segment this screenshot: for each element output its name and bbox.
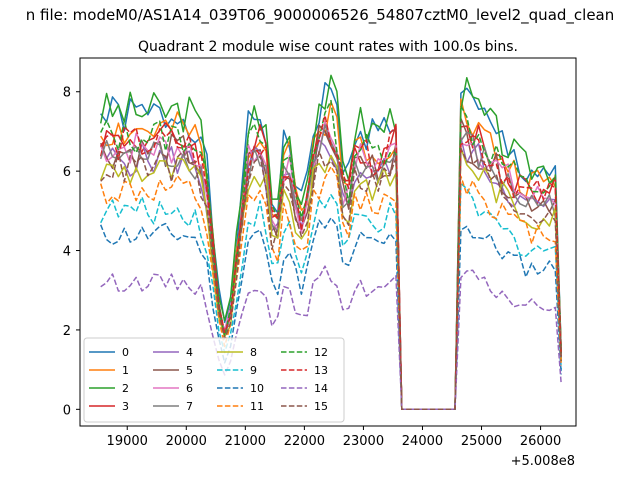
series-line-9 xyxy=(100,182,562,411)
chart-title: Quadrant 2 module wise count rates with … xyxy=(138,39,518,55)
x-tick-label: 24000 xyxy=(402,434,443,449)
x-tick-label: 19000 xyxy=(107,434,148,449)
legend-label-12: 12 xyxy=(314,346,328,359)
series-line-15 xyxy=(100,147,562,411)
legend-label-4: 4 xyxy=(186,346,193,359)
x-tick-label: 25000 xyxy=(461,434,502,449)
axes-ticks: 19000 20000 21000 22000 23000 24000 25000 26000… xyxy=(63,57,577,449)
series-line-2 xyxy=(99,74,562,411)
legend-label-13: 13 xyxy=(314,364,328,377)
x-tick-label: 26000 xyxy=(520,434,561,449)
legend-label-1: 1 xyxy=(122,364,129,377)
y-tick-label: 2 xyxy=(63,324,71,339)
x-tick-label: 21000 xyxy=(225,434,266,449)
series-line-12 xyxy=(100,99,562,411)
figure-suptitle: n file: modeM0/AS1A14_039T06_9000006526_… xyxy=(26,6,615,25)
legend-label-7: 7 xyxy=(186,400,193,413)
legend-label-2: 2 xyxy=(122,382,129,395)
legend-box xyxy=(83,337,345,423)
legend-label-8: 8 xyxy=(250,346,257,359)
series-line-4 xyxy=(100,136,562,411)
series-line-10 xyxy=(100,217,562,411)
legend-label-11: 11 xyxy=(250,400,264,413)
legend-label-3: 3 xyxy=(122,400,129,413)
legend-label-10: 10 xyxy=(250,382,264,395)
series-line-0 xyxy=(100,81,562,411)
legend-label-14: 14 xyxy=(314,382,328,395)
y-tick-label: 8 xyxy=(63,86,71,101)
x-tick-label: 20000 xyxy=(166,434,207,449)
y-tick-label: 0 xyxy=(63,403,71,418)
legend-label-6: 6 xyxy=(186,382,193,395)
x-axis-offset-label: +5.008e8 xyxy=(511,454,575,469)
legend-label-9: 9 xyxy=(250,364,257,377)
axes-frame xyxy=(79,57,577,427)
series-line-13 xyxy=(100,114,562,411)
legend-label-15: 15 xyxy=(314,400,328,413)
series-line-8 xyxy=(99,147,562,411)
x-tick-label: 22000 xyxy=(284,434,325,449)
legend-label-5: 5 xyxy=(186,364,193,377)
series-line-14 xyxy=(100,265,562,411)
series-lines xyxy=(99,74,562,411)
series-line-11 xyxy=(99,165,562,411)
x-tick-label: 23000 xyxy=(343,434,384,449)
legend-label-0: 0 xyxy=(122,346,129,359)
y-tick-label: 4 xyxy=(63,245,71,260)
plot-area xyxy=(99,74,562,411)
y-tick-label: 6 xyxy=(63,165,71,180)
